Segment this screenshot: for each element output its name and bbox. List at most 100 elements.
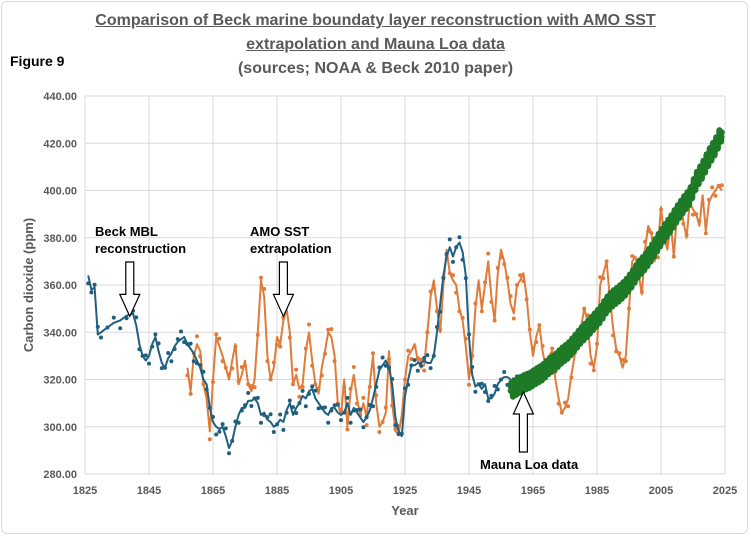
beck-series-point xyxy=(444,252,449,257)
beck-series-point xyxy=(204,387,209,392)
x-tick-label: 1865 xyxy=(201,485,225,497)
amo-series-point xyxy=(684,233,689,238)
amo-series-point xyxy=(207,437,212,442)
beck-series-point xyxy=(217,429,222,434)
beck-series-point xyxy=(265,415,270,420)
y-tick-label: 340.00 xyxy=(43,327,77,339)
amo-series-point xyxy=(486,251,491,256)
beck-series-point xyxy=(143,353,148,358)
amo-series-point xyxy=(595,341,599,346)
amo-series-point xyxy=(313,382,318,387)
beck-series-point xyxy=(454,245,459,250)
amo-series-point xyxy=(556,401,561,406)
y-tick-label: 360.00 xyxy=(43,280,77,292)
beck-series-point xyxy=(307,391,311,396)
beck-series-point xyxy=(502,369,507,374)
beck-series-point xyxy=(339,418,343,423)
amo-series-point xyxy=(412,344,417,349)
amo-series-point xyxy=(713,193,718,198)
amo-series-point xyxy=(707,197,711,202)
beck-series-point xyxy=(419,363,423,368)
amo-series-point xyxy=(531,346,535,351)
beck-series-point xyxy=(211,414,215,419)
beck-series-point xyxy=(303,404,308,409)
amo-series-point xyxy=(323,351,327,356)
beck-series-point xyxy=(220,422,225,427)
amo-series-point xyxy=(611,333,615,338)
amo-series-point xyxy=(198,354,203,359)
beck-series-point xyxy=(473,389,478,394)
beck-series-point xyxy=(387,365,391,370)
annotation-beck-arrow xyxy=(118,261,141,318)
amo-series-point xyxy=(233,344,238,349)
amo-series-point xyxy=(703,231,708,236)
chart-title-line-3: (sources; NOAA & Beck 2010 paper) xyxy=(237,60,514,77)
amo-series-point xyxy=(451,273,455,278)
amo-series-point xyxy=(639,289,644,294)
beck-series-point xyxy=(207,405,212,410)
amo-series-point xyxy=(694,212,699,217)
amo-series-point xyxy=(419,357,423,362)
beck-series-point xyxy=(287,398,292,403)
y-tick-label: 420.00 xyxy=(43,138,77,150)
amo-series-point xyxy=(383,405,388,410)
amo-series-point xyxy=(329,327,334,332)
beck-series-point xyxy=(188,341,193,346)
x-tick-label: 1825 xyxy=(73,485,97,497)
amo-series-point xyxy=(719,183,724,188)
beck-series-point xyxy=(147,361,151,366)
amo-series-point xyxy=(559,410,564,415)
beck-series-point xyxy=(470,364,475,369)
amo-series-point xyxy=(505,275,510,280)
amo-series-point xyxy=(297,394,302,399)
amo-series-point xyxy=(585,313,590,318)
amo-series-point xyxy=(403,377,407,382)
annotation-mauna-loa: Mauna Loa data xyxy=(480,457,579,472)
amo-series-point xyxy=(291,382,295,387)
amo-series-point xyxy=(614,349,619,354)
annotation-beck-line-2: reconstruction xyxy=(95,241,186,256)
amo-series-point xyxy=(540,343,545,348)
amo-series-point xyxy=(348,386,353,391)
amo-series-point xyxy=(409,356,414,361)
beck-series-point xyxy=(271,429,276,434)
amo-series-point xyxy=(428,289,433,294)
amo-series-point xyxy=(527,327,532,332)
beck-series-point xyxy=(425,353,430,358)
amo-series-point xyxy=(457,309,462,314)
amo-series-point xyxy=(537,323,542,328)
beck-series-point xyxy=(124,316,129,321)
beck-series-point xyxy=(156,341,161,346)
amo-series-point xyxy=(367,384,372,389)
beck-series-point xyxy=(348,420,353,425)
beck-series-point xyxy=(495,387,500,392)
beck-series-point xyxy=(377,365,382,370)
amo-series-point xyxy=(243,363,247,368)
beck-series-point xyxy=(182,340,187,345)
amo-series-point xyxy=(435,309,439,314)
beck-series-point xyxy=(284,410,289,415)
amo-series-point xyxy=(415,356,420,361)
x-tick-label: 1945 xyxy=(457,485,481,497)
y-tick-label: 400.00 xyxy=(43,186,77,198)
amo-series-point xyxy=(515,283,519,287)
beck-series-point xyxy=(169,359,174,364)
beck-series-point xyxy=(499,377,503,382)
amo-series-point xyxy=(649,231,654,236)
amo-series-point xyxy=(339,407,343,412)
amo-series-point xyxy=(716,183,721,188)
beck-series-point xyxy=(249,403,254,408)
annotation-amo-line-1: AMO SST xyxy=(250,224,309,239)
amo-series-point xyxy=(262,287,267,292)
beck-series-point xyxy=(310,384,315,389)
amo-series-point xyxy=(387,356,391,361)
amo-series-point xyxy=(591,368,596,373)
amo-series-point xyxy=(252,385,257,390)
beck-series-point xyxy=(364,415,369,420)
beck-series-point xyxy=(323,405,327,410)
beck-series-point xyxy=(243,403,247,408)
beck-series-point xyxy=(191,359,196,364)
amo-series-point xyxy=(188,391,193,396)
amo-series-point xyxy=(479,309,484,314)
